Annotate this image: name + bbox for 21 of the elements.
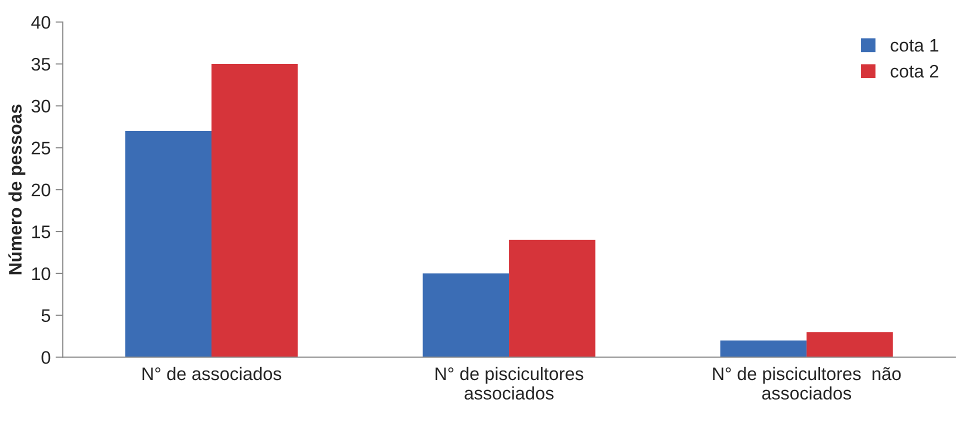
y-tick-label: 0 [42,351,50,364]
x-tick-label: N° de associados [142,366,282,380]
bar [125,130,212,358]
y-tick-label: 10 [32,267,50,280]
y-tick-label: 25 [32,142,50,154]
y-tick-label: 5 [42,309,50,322]
x-tick-label: N° de piscicultores não associados [713,366,901,400]
bar [211,64,298,358]
y-tick-label: 20 [32,184,50,196]
bar [720,340,807,358]
bar [509,240,596,358]
y-axis-title: Número de pessoas [8,104,26,274]
y-tick-label: 40 [31,16,50,29]
legend-label: cota 2 [890,64,938,78]
y-tick-label: 30 [32,100,50,113]
bar [422,273,510,358]
y-tick-label: 35 [32,58,50,71]
x-tick-label: N° de piscicultores associados [436,366,584,400]
y-tick-label: 15 [32,226,50,238]
legend-label: cota 1 [890,39,938,52]
bar [806,332,893,358]
